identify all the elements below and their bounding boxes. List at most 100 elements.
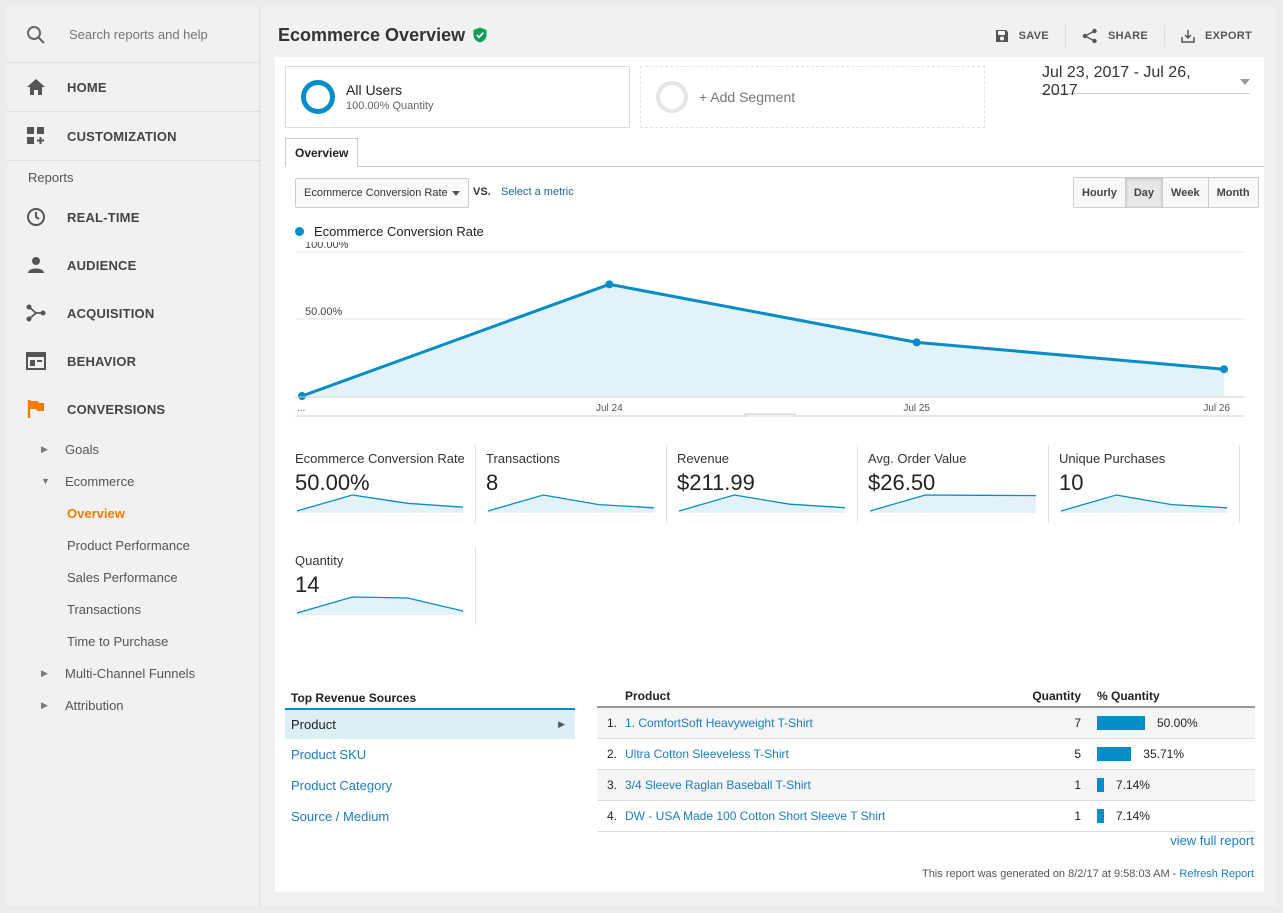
top-revenue-item[interactable]: Product ▶ <box>285 708 575 739</box>
legend-dot <box>295 227 304 236</box>
row-quantity: 1 <box>1074 809 1081 823</box>
nav-time-to-purchase[interactable]: Time to Purchase <box>67 633 169 649</box>
top-revenue-item[interactable]: Source / Medium <box>291 809 390 824</box>
product-link[interactable]: 3/4 Sleeve Raglan Baseball T-Shirt <box>625 778 811 792</box>
series-line <box>301 282 1225 398</box>
sparkline-line <box>1060 494 1228 512</box>
nav-audience[interactable]: AUDIENCE <box>7 241 259 289</box>
sparkline-chart <box>296 494 464 513</box>
nav-attribution-label: Attribution <box>65 697 124 713</box>
pct-bar <box>1097 716 1145 730</box>
table-row: 2. Ultra Cotton Sleeveless T-Shirt 5 35.71% <box>597 739 1255 770</box>
customization-icon <box>25 125 47 147</box>
search-icon <box>25 24 47 46</box>
top-revenue-item[interactable]: Product SKU <box>291 747 367 762</box>
nav-attribution[interactable]: ▶ Attribution <box>7 689 259 721</box>
segment-all-users[interactable]: All Users 100.00% Quantity <box>285 66 630 128</box>
week-button[interactable]: Week <box>1163 178 1209 207</box>
share-button[interactable]: SHARE <box>1066 28 1164 44</box>
col-quantity-header: Quantity <box>1032 689 1081 703</box>
behavior-icon <box>25 350 47 372</box>
data-point <box>605 280 614 289</box>
flag-icon <box>25 398 47 420</box>
date-range-label: Jul 23, 2017 - Jul 26, 2017 <box>1042 63 1191 99</box>
sparkline-card: Transactions 8 <box>476 445 667 523</box>
nav-multichannel[interactable]: ▶ Multi-Channel Funnels <box>7 657 259 689</box>
save-button[interactable]: SAVE <box>979 29 1065 43</box>
nav-conversions-label: CONVERSIONS <box>67 401 166 417</box>
nav-conversions[interactable]: CONVERSIONS <box>7 385 259 433</box>
nav-behavior[interactable]: BEHAVIOR <box>7 337 259 385</box>
reports-heading: Reports <box>28 170 74 185</box>
chart-legend: Ecommerce Conversion Rate <box>295 224 484 239</box>
product-link[interactable]: DW - USA Made 100 Cotton Short Sleeve T … <box>625 809 886 823</box>
add-segment-label: + Add Segment <box>699 89 796 105</box>
nav-acquisition[interactable]: ACQUISITION <box>7 289 259 337</box>
save-icon <box>995 30 1008 42</box>
nav-customization-label: CUSTOMIZATION <box>67 128 177 144</box>
nav-acquisition-label: ACQUISITION <box>67 305 155 321</box>
chart-collapse-handle <box>744 413 796 417</box>
row-pct: 7.14% <box>1115 778 1150 792</box>
conversion-rate-chart: 100.00% 50.00%... Jul 24 Jul 25 Jul 26 <box>295 242 1245 417</box>
sparkline-card: Unique Purchases 10 <box>1049 445 1240 523</box>
nav-home[interactable]: HOME <box>7 63 259 111</box>
nav-customization[interactable]: CUSTOMIZATION <box>7 112 259 160</box>
col-product-header: Product <box>625 689 671 703</box>
sparkline-label: Unique Purchases <box>1059 451 1166 466</box>
sparkline-card: Avg. Order Value $26.50 <box>858 445 1049 523</box>
nav-audience-label: AUDIENCE <box>67 257 137 273</box>
sparkline-card: Quantity 14 <box>285 547 476 625</box>
table-row: 4. DW - USA Made 100 Cotton Short Sleeve … <box>597 801 1255 832</box>
page-header: Ecommerce Overview <box>261 7 1276 63</box>
row-pct-cell: 7.14% <box>1081 809 1255 823</box>
nav-sales-performance[interactable]: Sales Performance <box>67 569 178 585</box>
row-index: 2. <box>606 747 617 761</box>
sparkline-card: Revenue $211.99 <box>667 445 858 523</box>
nav-realtime[interactable]: REAL-TIME <box>7 193 259 241</box>
x-tick-label: Jul 25 <box>903 403 930 414</box>
segment-subtitle: 100.00% Quantity <box>346 100 434 112</box>
export-icon <box>1181 30 1195 43</box>
product-link[interactable]: Ultra Cotton Sleeveless T-Shirt <box>625 747 789 761</box>
product-link[interactable]: 1. ComfortSoft Heavyweight T-Shirt <box>625 716 813 730</box>
nav-ecommerce[interactable]: ▼ Ecommerce <box>7 465 259 497</box>
metric-dropdown[interactable]: Ecommerce Conversion Rate <box>295 178 469 208</box>
row-index: 4. <box>606 809 617 823</box>
table-row: 1. 1. ComfortSoft Heavyweight T-Shirt 7 50.… <box>597 708 1255 739</box>
hourly-button[interactable]: Hourly <box>1074 178 1126 207</box>
nav-behavior-label: BEHAVIOR <box>67 353 137 369</box>
nav-transactions[interactable]: Transactions <box>67 601 141 617</box>
share-icon <box>1082 28 1097 44</box>
nav-ecommerce-overview[interactable]: Overview <box>67 505 125 521</box>
product-table-header: Product Quantity % Quantity <box>597 686 1255 708</box>
nav-product-performance[interactable]: Product Performance <box>67 537 190 553</box>
day-button[interactable]: Day <box>1125 178 1164 207</box>
view-full-report-link[interactable]: view full report <box>1170 833 1254 848</box>
select-metric-link[interactable]: Select a metric <box>501 186 574 198</box>
verified-shield-icon <box>472 27 488 43</box>
tab-overview[interactable]: Overview <box>285 138 359 167</box>
sparkline-line <box>487 494 655 512</box>
sparkline-label: Transactions <box>486 451 560 466</box>
refresh-report-link[interactable]: Refresh Report <box>1179 868 1254 880</box>
sparkline-label: Ecommerce Conversion Rate <box>295 451 465 466</box>
nav-goals[interactable]: ▶ Goals <box>7 433 259 465</box>
date-range-picker[interactable]: Jul 23, 2017 - Jul 26, 2017 <box>1040 64 1250 99</box>
chevron-right-icon: ▶ <box>558 719 565 729</box>
export-label: EXPORT <box>1204 30 1252 42</box>
col-pct-header: % Quantity <box>1097 689 1160 703</box>
add-segment-button[interactable]: + Add Segment <box>640 66 985 128</box>
row-pct: 50.00% <box>1157 716 1198 730</box>
product-table: Product Quantity % Quantity 1. 1. Comfort… <box>597 686 1255 832</box>
sparkline-value: 8 <box>486 470 499 495</box>
row-pct-cell: 35.71% <box>1081 747 1255 761</box>
acquisition-icon <box>25 302 47 324</box>
series-area <box>302 284 1224 396</box>
month-button[interactable]: Month <box>1208 178 1258 207</box>
search-bar[interactable]: Search reports and help <box>7 7 259 63</box>
search-input[interactable]: Search reports and help <box>69 27 208 42</box>
sparkline-line <box>296 596 464 614</box>
top-revenue-item[interactable]: Product Category <box>291 778 393 793</box>
export-button[interactable]: EXPORT <box>1165 29 1252 43</box>
